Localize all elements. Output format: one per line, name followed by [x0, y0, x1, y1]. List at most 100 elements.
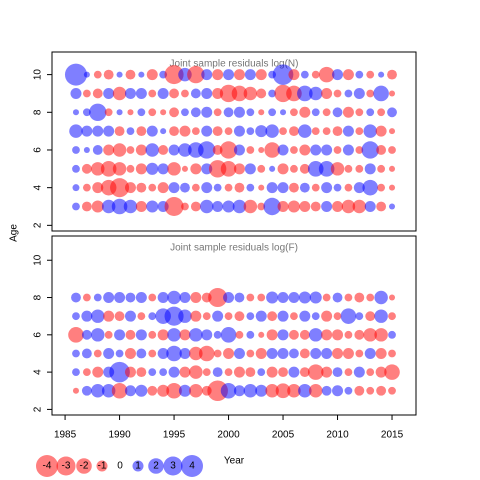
bubble [126, 146, 135, 154]
bubble [148, 330, 157, 339]
bubble [233, 144, 245, 156]
bubble [366, 89, 375, 98]
bubble [332, 201, 344, 213]
bubble [333, 183, 342, 192]
bubble [124, 366, 136, 378]
bubble [114, 311, 125, 322]
bubble [213, 330, 222, 339]
bubble [388, 330, 396, 339]
bubble [220, 161, 237, 177]
bubble [164, 196, 184, 217]
x-axis-label: Year [224, 456, 245, 467]
bubble [332, 329, 344, 341]
bubble [198, 345, 215, 362]
bubble [191, 127, 200, 136]
bubble [275, 383, 291, 399]
bubble [137, 108, 146, 117]
bubble [377, 183, 386, 192]
bubble [190, 107, 201, 118]
bubble [258, 146, 265, 153]
bubble [354, 329, 365, 340]
bubble [223, 292, 235, 304]
bubble [231, 85, 248, 102]
bubble [344, 164, 353, 173]
bubble [255, 347, 267, 359]
bubble [332, 126, 343, 137]
bubble [355, 70, 364, 79]
bubble [299, 310, 311, 322]
bubble [201, 329, 213, 341]
legend-label: 3 [170, 461, 176, 472]
bubble [342, 125, 354, 137]
bubble [81, 310, 93, 322]
bubble [136, 126, 147, 137]
y-tick-label: 6 [33, 332, 44, 338]
bubble [258, 184, 265, 191]
bubble [157, 347, 169, 359]
bubble [355, 164, 364, 173]
bubble [333, 312, 342, 321]
bubble [179, 292, 191, 304]
bubble [233, 385, 245, 397]
bubble [311, 108, 320, 117]
bubble [83, 146, 90, 153]
bubble [191, 183, 200, 192]
bubble [179, 329, 191, 341]
y-tick-label: 8 [33, 294, 44, 300]
bubble [190, 292, 202, 304]
bubble [212, 367, 223, 378]
bubble [299, 201, 311, 213]
bubble [187, 65, 205, 84]
bubble [311, 70, 320, 79]
bubble [104, 108, 113, 117]
bubble [257, 202, 266, 211]
bubble [181, 165, 188, 172]
bubble [243, 199, 258, 214]
bubble [255, 384, 268, 397]
bubble [286, 85, 302, 102]
bubble [375, 347, 387, 359]
panel-title: Joint sample residuals log(N) [170, 59, 299, 70]
bubble [178, 143, 192, 157]
bubble [91, 162, 105, 176]
bubble [290, 146, 298, 154]
bubble [82, 293, 91, 302]
bubble [189, 346, 203, 361]
bubble [224, 368, 233, 377]
bubble [309, 291, 322, 304]
bubble [81, 329, 92, 340]
bubble [342, 144, 354, 156]
bubble [72, 109, 79, 116]
bubble [318, 161, 335, 177]
bubble [83, 71, 90, 78]
bubble [158, 145, 169, 155]
bubble [388, 349, 396, 358]
bubble [378, 71, 385, 78]
bubble [125, 329, 136, 340]
bubble [103, 292, 115, 304]
bubble [135, 292, 147, 304]
bubble [167, 328, 181, 342]
bubble [89, 103, 107, 121]
bubble [220, 382, 237, 399]
bubble [72, 184, 80, 192]
bubble [178, 384, 191, 397]
bubble [189, 365, 203, 379]
bubble [82, 108, 91, 117]
bubble [333, 146, 342, 154]
bubble [103, 87, 115, 99]
bubble [277, 182, 289, 194]
bubble [148, 312, 157, 321]
bubble [116, 71, 123, 78]
bubble [112, 162, 127, 176]
bubble [232, 199, 247, 214]
bubble [164, 306, 184, 326]
bubble [354, 292, 365, 303]
bubble [164, 65, 184, 85]
bubble [92, 88, 103, 99]
bubble [389, 294, 396, 301]
bubble [321, 366, 333, 378]
bubble [224, 312, 233, 321]
bubble [246, 293, 255, 302]
bubble [362, 179, 379, 196]
